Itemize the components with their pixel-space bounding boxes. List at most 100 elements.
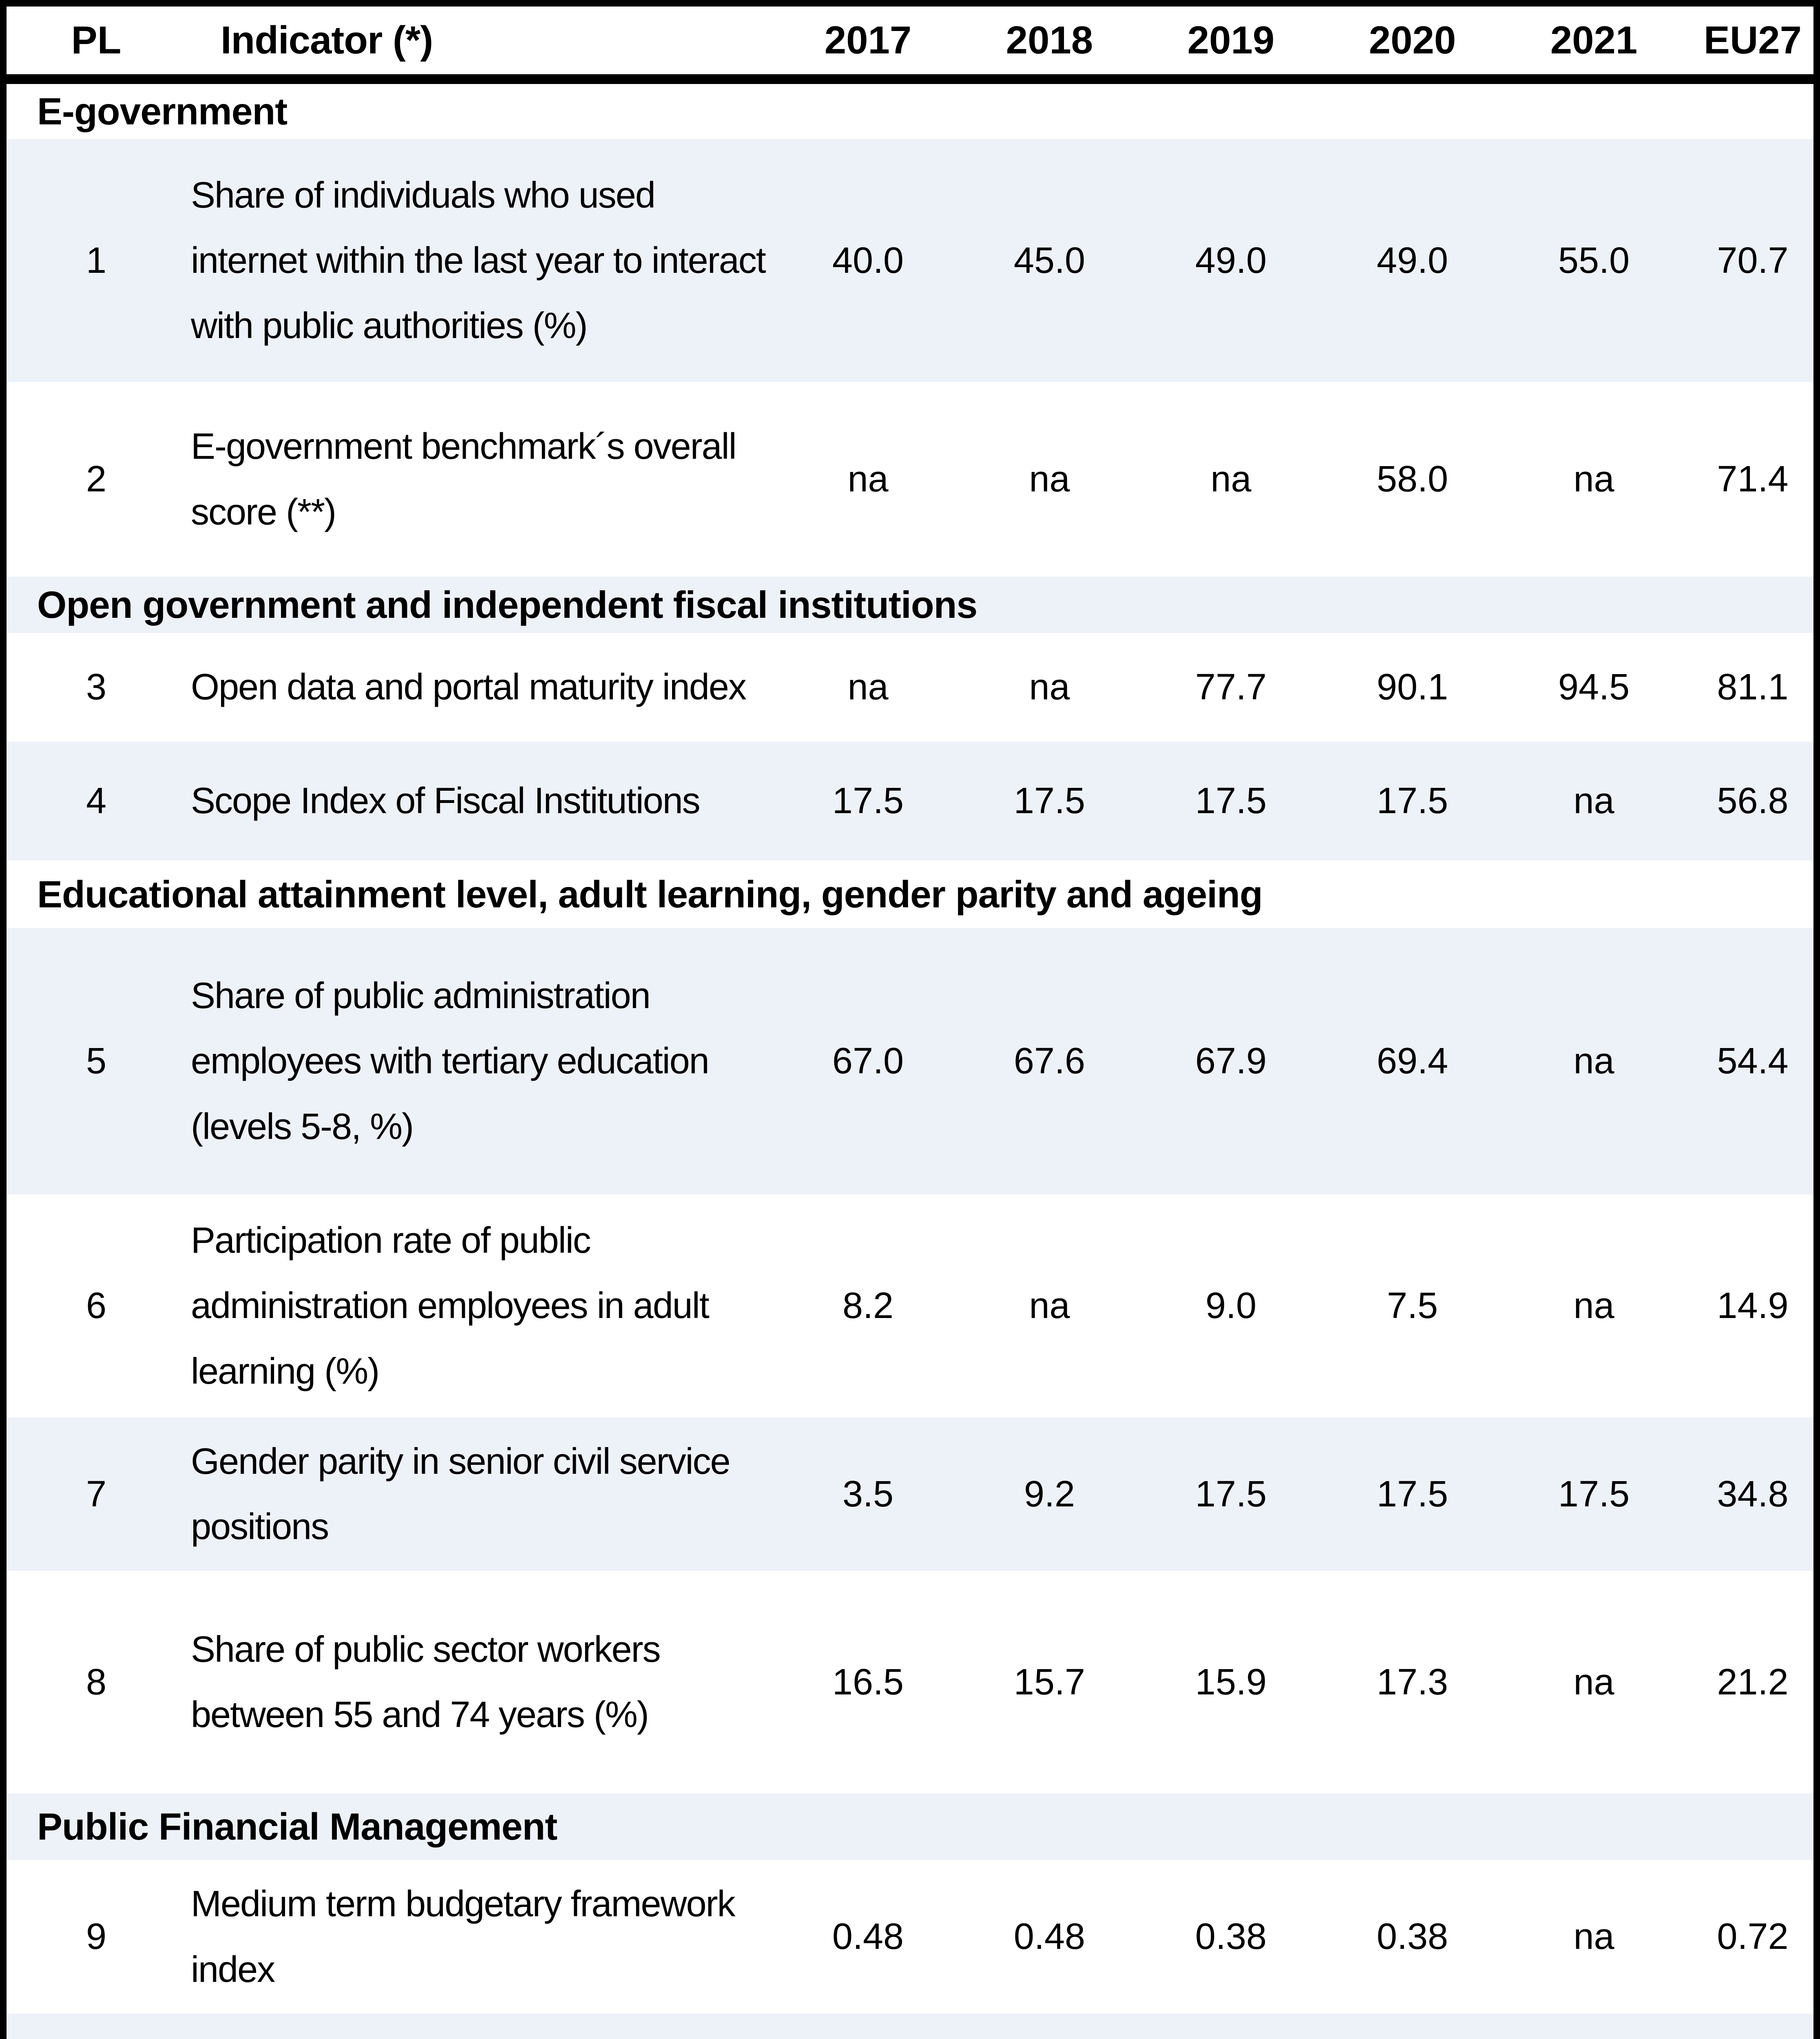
value-cell-2017: 17.5 [832, 781, 904, 822]
indicator-cell: Medium term budgetary framework index [191, 1884, 735, 1990]
value-cell-2017: 40.0 [832, 240, 904, 281]
table-row: 3 Open data and portal maturity index na na… [7, 633, 1813, 742]
table-row: 8 Share of public sector workers between … [7, 1571, 1813, 1794]
table-body: E-government 1 Share of individuals who us… [7, 84, 1813, 2039]
value-cell-2019: 17.5 [1195, 781, 1267, 822]
value-cell-2017: na [847, 459, 889, 500]
row-number-cell: 7 [86, 1474, 107, 1515]
value-cell-2020: 17.5 [1376, 1474, 1448, 1515]
value-cell-EU27: 70.7 [1717, 240, 1789, 281]
table-row: 10Strength of fiscal rules index1.31.31.… [7, 2013, 1813, 2039]
section-title: Educational attainment level, adult lear… [37, 873, 1263, 916]
value-cell-2019: 17.5 [1195, 1474, 1267, 1515]
section-title: Public Financial Management [37, 1805, 557, 1848]
table-row: 6 Participation rate of public administra… [7, 1194, 1813, 1418]
value-cell-2020: 0.38 [1376, 1916, 1448, 1957]
table-row: 1 Share of individuals who used internet … [7, 139, 1813, 382]
row-number-cell: 1 [86, 240, 107, 281]
value-cell-2020: 90.1 [1376, 667, 1448, 708]
row-number-cell: 6 [86, 1285, 107, 1327]
value-cell-2018: na [1029, 667, 1070, 708]
value-cell-2017: 8.2 [842, 1285, 894, 1327]
row-number-cell: 3 [86, 667, 107, 708]
value-cell-2017: 3.5 [842, 1474, 894, 1515]
value-cell-2019: 49.0 [1195, 240, 1267, 281]
value-cell-EU27: 56.8 [1717, 781, 1789, 822]
header-cell-2017: 2017 [824, 18, 912, 62]
indicator-cell: Share of individuals who used internet w… [191, 175, 766, 347]
row-number-cell: 4 [86, 781, 107, 822]
value-cell-2018: 17.5 [1013, 781, 1086, 822]
value-cell-2017: 67.0 [832, 1041, 904, 1082]
indicator-cell: Participation rate of public administrat… [191, 1220, 710, 1392]
value-cell-2017: 0.48 [832, 1916, 904, 1957]
value-cell-2018: 45.0 [1013, 240, 1086, 281]
value-cell-2021: na [1573, 1285, 1614, 1327]
value-cell-2021: na [1573, 1041, 1614, 1082]
value-cell-2021: na [1573, 1916, 1614, 1957]
value-cell-2018: 15.7 [1013, 1662, 1086, 1703]
value-cell-EU27: 21.2 [1717, 1662, 1789, 1703]
header-cell-eu27: EU27 [1703, 18, 1802, 62]
value-cell-EU27: 34.8 [1717, 1474, 1789, 1515]
value-cell-2020: 17.3 [1376, 1662, 1448, 1703]
indicator-cell: E-government benchmark´s overall score (… [191, 426, 737, 533]
table-row: 5 Share of public administration employee… [7, 928, 1813, 1194]
table-row: 4 Scope Index of Fiscal Institutions 17.5 1… [7, 742, 1813, 860]
header-row: PL Indicator (*) 2017 2018 2019 2020 202… [7, 7, 1813, 84]
value-cell-2021: 55.0 [1558, 240, 1630, 281]
section-row: E-government [7, 84, 1813, 139]
indicator-cell: Open data and portal maturity index [191, 667, 747, 708]
header-cell-pl: PL [71, 18, 122, 62]
value-cell-2021: na [1573, 781, 1614, 822]
value-cell-EU27: 71.4 [1717, 459, 1789, 500]
header-cell-2019: 2019 [1187, 18, 1275, 62]
value-cell-2021: 94.5 [1558, 667, 1630, 708]
header-cell-2020: 2020 [1369, 18, 1456, 62]
section-row: Open government and independent fiscal i… [7, 577, 1813, 633]
indicator-cell: Share of public administration employees… [191, 975, 710, 1147]
value-cell-2021: 17.5 [1558, 1474, 1630, 1515]
value-cell-EU27: 14.9 [1717, 1285, 1789, 1327]
indicator-cell: Share of public sector workers between 5… [191, 1629, 661, 1736]
header-cell-2018: 2018 [1006, 18, 1093, 62]
header-cell-indicator: Indicator (*) [221, 18, 433, 62]
value-cell-2020: 69.4 [1376, 1041, 1448, 1082]
value-cell-2018: 67.6 [1013, 1041, 1086, 1082]
table-row: 7 Gender parity in senior civil service p… [7, 1418, 1813, 1571]
section-row: Public Financial Management [7, 1794, 1813, 1860]
value-cell-2018: na [1029, 459, 1070, 500]
value-cell-2019: na [1210, 459, 1252, 500]
value-cell-EU27: 54.4 [1717, 1041, 1789, 1082]
section-title: Open government and independent fiscal i… [37, 583, 977, 626]
indicator-cell: Scope Index of Fiscal Institutions [191, 781, 701, 822]
value-cell-2017: na [847, 667, 889, 708]
section-row: Educational attainment level, adult lear… [7, 860, 1813, 928]
row-number-cell: 2 [86, 459, 107, 500]
value-cell-2021: na [1573, 1662, 1614, 1703]
table-row: 9 Medium term budgetary framework index 0.… [7, 1860, 1813, 2013]
value-cell-2019: 15.9 [1195, 1662, 1267, 1703]
value-cell-2018: 0.48 [1013, 1916, 1086, 1957]
value-cell-2018: na [1029, 1285, 1070, 1327]
value-cell-2020: 7.5 [1387, 1285, 1438, 1327]
table-row: 2 E-government benchmark´s overall score … [7, 382, 1813, 577]
value-cell-2019: 67.9 [1195, 1041, 1267, 1082]
value-cell-EU27: 81.1 [1717, 667, 1789, 708]
section-title: E-government [37, 90, 287, 133]
value-cell-2018: 9.2 [1024, 1474, 1075, 1515]
value-cell-2020: 49.0 [1376, 240, 1448, 281]
row-number-cell: 9 [86, 1916, 107, 1957]
indicator-cell: Gender parity in senior civil service po… [191, 1441, 731, 1548]
header-cell-2021: 2021 [1550, 18, 1638, 62]
value-cell-2020: 58.0 [1376, 459, 1448, 500]
value-cell-2019: 9.0 [1205, 1285, 1257, 1327]
value-cell-2019: 0.38 [1195, 1916, 1267, 1957]
value-cell-EU27: 0.72 [1717, 1916, 1789, 1957]
value-cell-2017: 16.5 [832, 1662, 904, 1703]
value-cell-2021: na [1573, 459, 1614, 500]
value-cell-2019: 77.7 [1195, 667, 1267, 708]
indicator-cell: Strength of fiscal rules index [186, 2037, 777, 2039]
row-number-cell: 5 [86, 1041, 107, 1082]
